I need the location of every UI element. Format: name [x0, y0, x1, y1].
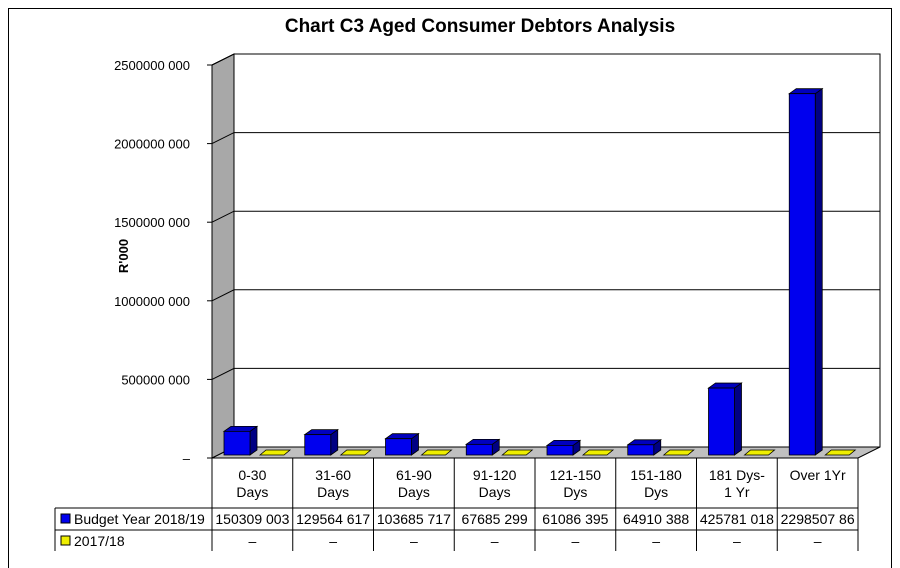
x-axis-categories: 0-30Days31-60Days61-90Days91-120Days121-… — [211, 458, 859, 551]
data-label: 67685 299 — [462, 511, 528, 527]
bar-front — [546, 444, 574, 456]
bar-top — [501, 449, 534, 456]
x-tick-label: 31-60 — [315, 467, 351, 483]
bar-2017/18 — [501, 449, 534, 456]
data-label: 150309 003 — [215, 511, 289, 527]
bar-side — [814, 87, 823, 456]
x-tick-label: 181 Dys- — [709, 467, 765, 483]
bar-top — [581, 449, 615, 456]
bar-Budget Year 2018/19 — [303, 428, 339, 456]
x-tick-label: Days — [236, 484, 268, 500]
chart-frame — [8, 8, 892, 568]
bar-top — [258, 449, 292, 456]
bar-top — [420, 449, 453, 456]
x-tick-label: 0-30 — [238, 467, 266, 483]
chart-title: Chart C3 Aged Consumer Debtors Analysis — [284, 16, 676, 37]
y-tick-label: – — [183, 451, 191, 466]
bar-front — [788, 93, 816, 456]
x-tick-label: 151-180 — [630, 467, 682, 483]
y-tick-label: 1500000 000 — [114, 215, 190, 230]
data-label: 2298507 86 — [781, 511, 855, 527]
data-label: – — [652, 533, 660, 549]
bar-front — [304, 434, 332, 456]
data-table: Budget Year 2018/19 150309 003 129564 617 1… — [54, 507, 858, 551]
legend-swatch — [60, 513, 71, 524]
bar-Budget Year 2018/19 — [465, 438, 501, 456]
x-tick-label: 1 Yr — [724, 484, 750, 500]
chart-side-wall — [211, 53, 235, 459]
bar-front — [627, 444, 655, 456]
data-label: – — [329, 533, 337, 549]
gridline — [211, 132, 880, 145]
bar-2017/18 — [339, 449, 372, 456]
bar-Budget Year 2018/19 — [626, 439, 662, 456]
bar-front — [465, 443, 493, 456]
x-tick-label: 121-150 — [550, 467, 602, 483]
bar-2017/18 — [824, 449, 857, 456]
y-tick-label: 2000000 000 — [114, 137, 190, 152]
bar-front — [385, 438, 412, 456]
data-label: 64910 388 — [623, 511, 689, 527]
bar-Budget Year 2018/19 — [545, 439, 582, 456]
y-axis: – 500000 000 1000000 000 1500000 000 2000000… — [114, 58, 213, 466]
bar-top — [662, 449, 695, 456]
y-tick-label: 2500000 000 — [114, 58, 190, 73]
bar-2017/18 — [420, 449, 453, 456]
chart-walls — [211, 53, 881, 459]
y-axis-label: R'000 — [116, 239, 131, 273]
bar-2017/18 — [581, 449, 615, 456]
legend-swatch — [60, 535, 71, 546]
x-tick-label: Days — [317, 484, 349, 500]
data-label: – — [248, 533, 256, 549]
data-label: 129564 617 — [296, 511, 370, 527]
data-label: 61086 395 — [542, 511, 608, 527]
data-label: – — [814, 533, 822, 549]
chart-back-wall — [233, 53, 881, 448]
x-tick-label: Dys — [644, 484, 668, 500]
data-label: – — [571, 533, 579, 549]
x-tick-label: Days — [479, 484, 511, 500]
bar-top — [824, 449, 857, 456]
legend-entry: 2017/18 — [74, 533, 125, 549]
gridline — [211, 367, 880, 380]
bar-top — [743, 449, 776, 456]
bar-2017/18 — [258, 449, 292, 456]
bar-Budget Year 2018/19 — [384, 432, 420, 456]
gridlines — [211, 53, 880, 380]
data-label: – — [733, 533, 741, 549]
x-tick-label: 91-120 — [473, 467, 517, 483]
data-label: – — [410, 533, 418, 549]
y-tick-label: 1000000 000 — [114, 294, 190, 309]
bar-chart: – 500000 000 1000000 000 1500000 000 2000000… — [54, 53, 881, 551]
legend-entry: Budget Year 2018/19 — [74, 511, 205, 527]
gridline — [211, 289, 880, 302]
bar-2017/18 — [662, 449, 695, 456]
data-label: – — [491, 533, 499, 549]
data-label: 103685 717 — [377, 511, 451, 527]
x-tick-label: 61-90 — [396, 467, 432, 483]
gridline — [211, 210, 880, 223]
bar-top — [339, 449, 372, 456]
data-label: 425781 018 — [700, 511, 774, 527]
bars — [222, 87, 857, 456]
bar-2017/18 — [743, 449, 776, 456]
x-tick-label: Over 1Yr — [790, 467, 846, 483]
y-tick-label: 500000 000 — [121, 372, 190, 387]
bar-Budget Year 2018/19 — [707, 382, 743, 456]
gridline — [211, 53, 880, 66]
x-tick-label: Days — [398, 484, 430, 500]
bar-front — [708, 387, 735, 456]
bar-front — [223, 430, 251, 456]
bar-Budget Year 2018/19 — [222, 425, 259, 456]
x-tick-label: Dys — [563, 484, 587, 500]
bar-side — [734, 382, 742, 456]
bar-Budget Year 2018/19 — [788, 87, 824, 456]
